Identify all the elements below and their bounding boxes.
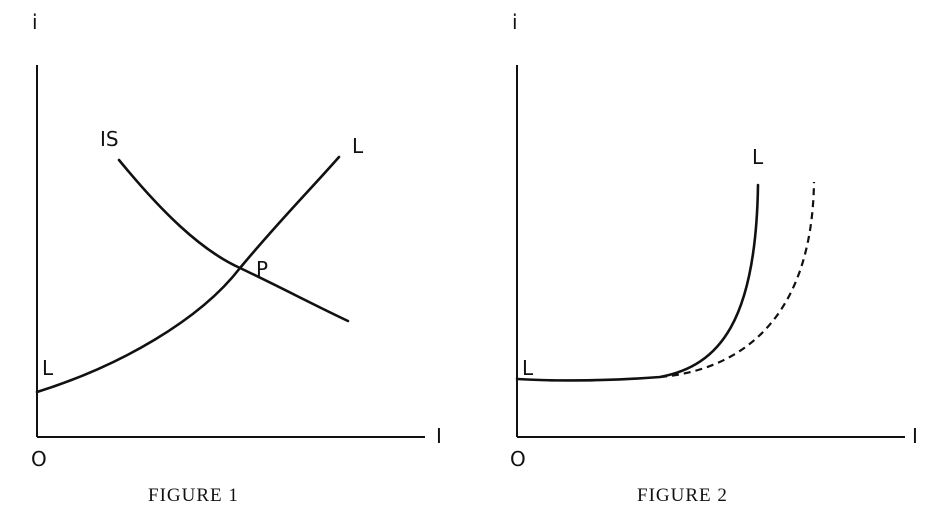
figure1-is-curve-label: IS [100,127,119,151]
figure2-lm-curve-shifted-dashed [659,181,816,379]
figure2-lm-curve-end-label: L [752,145,764,169]
figure1-lm-curve [35,155,341,394]
figure2-lm-curve [515,183,760,382]
figure2-y-axis-label: i [512,10,518,34]
figure2-caption: FIGURE 2 [637,485,728,506]
figure1-y-axis-label: i [32,10,38,34]
figure1-lm-curve-end-label: L [352,134,364,158]
figure2-origin-label: O [510,447,526,471]
figure-2: i I O L L FIGURE 2 [510,10,918,506]
figure2-lm-curve-start-label: L [522,356,534,380]
figure1-lm-curve-start-label: L [42,356,54,380]
figure1-intersection-label: P [256,257,268,281]
figure2-x-axis-label: I [912,424,918,448]
figure1-caption: FIGURE 1 [148,485,239,506]
figure1-x-axis-label: I [436,424,442,448]
figure1-origin-label: O [31,447,47,471]
figure-1: i I O IS L L P FIGURE 1 [31,10,442,506]
